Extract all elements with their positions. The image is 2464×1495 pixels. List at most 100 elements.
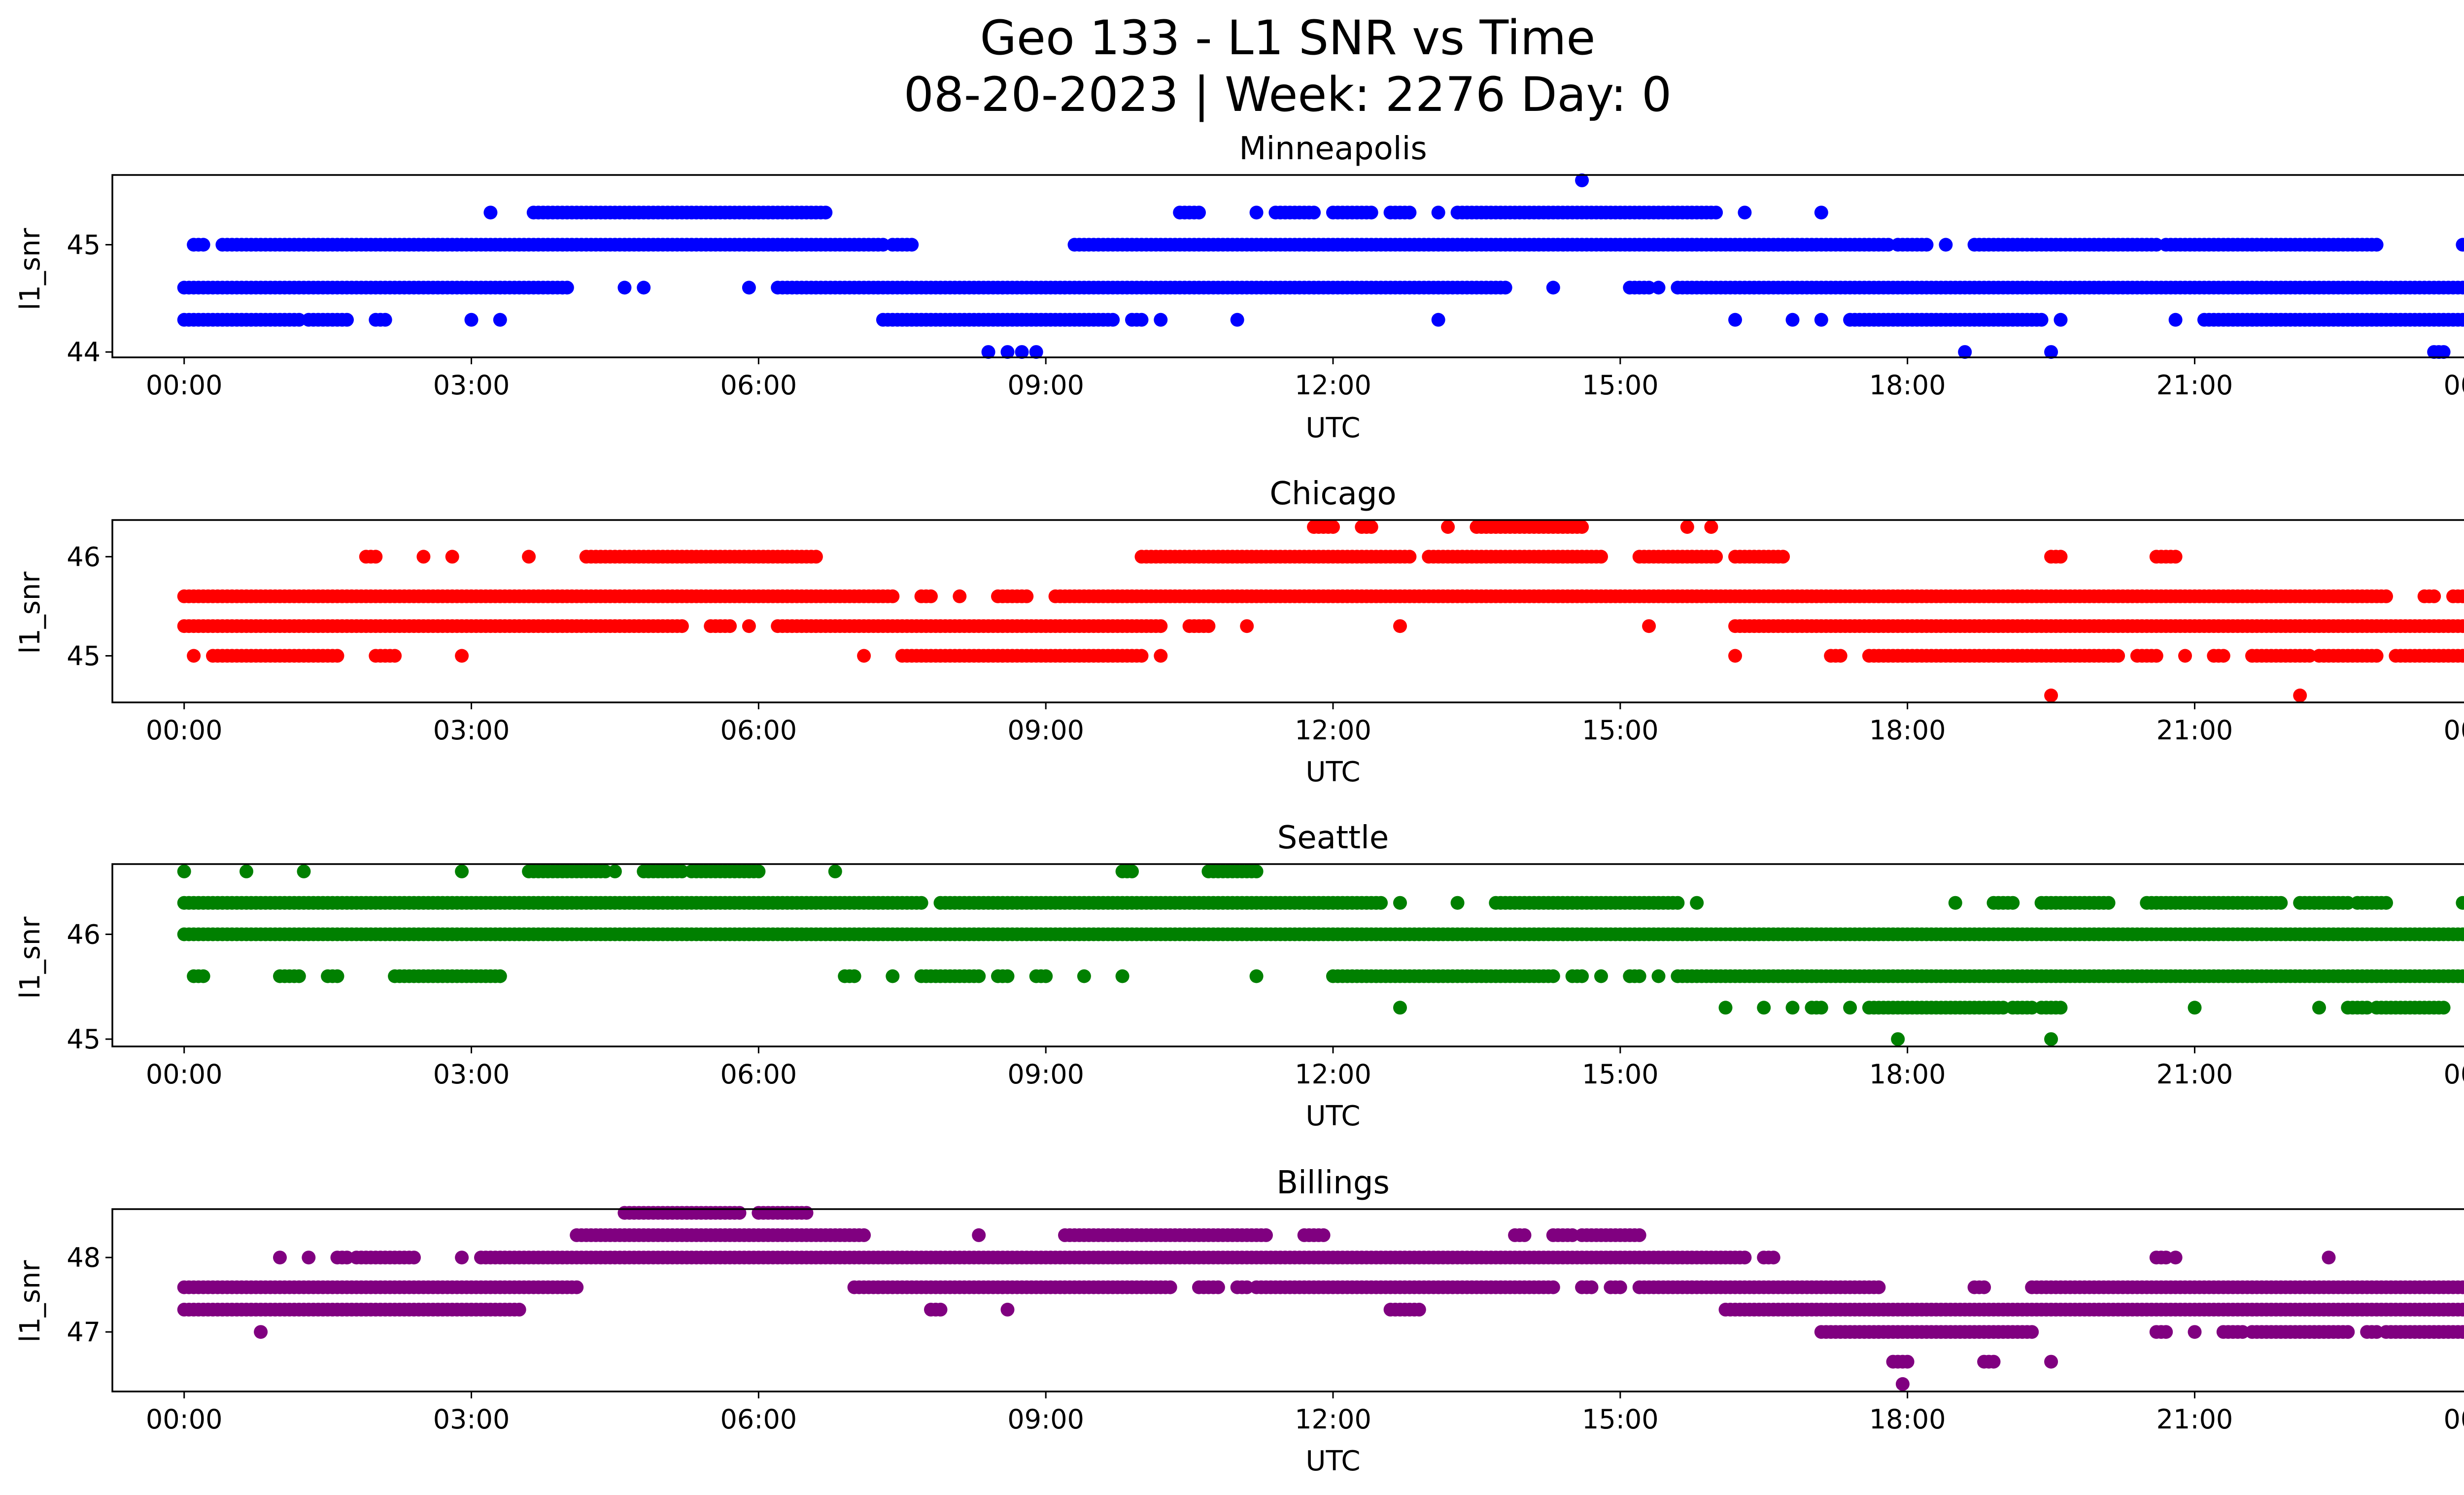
data-point [953,589,967,603]
data-point [1393,896,1407,910]
data-point [1249,206,1264,220]
data-point [1000,345,1015,359]
data-point [493,313,507,327]
panel-minneapolis: Minneapolis UTC l1_snr 00:00 03:00 06:00 09… [14,131,2464,444]
data-point [2044,1355,2058,1369]
data-point [1709,550,1723,564]
data-point [675,619,689,633]
data-point [2034,313,2049,327]
y-tick-label: 46 [67,541,101,572]
data-point [857,649,871,663]
data-point [1594,550,1608,564]
data-point [416,550,431,564]
data-point [2188,1325,2202,1339]
data-point [2025,1325,2039,1339]
data-point [799,1206,814,1220]
data-point [2379,896,2393,910]
data-point [1939,238,1953,252]
data-point [1546,280,1560,295]
data-point [1642,619,1656,633]
data-point [1020,589,1034,603]
data-point [819,206,833,220]
data-point [1575,520,1589,534]
data-point [1412,1302,1426,1317]
data-point [445,550,459,564]
data-point [522,550,536,564]
data-point [809,550,823,564]
data-point [1881,238,1895,252]
x-tick-label: 06:00 [720,1059,797,1090]
data-point [1154,649,1168,663]
data-point [455,864,469,878]
data-point [297,864,311,878]
data-point [1364,206,1378,220]
data-point [1403,206,1417,220]
data-point [828,864,842,878]
data-point [857,1228,871,1242]
data-point [1450,896,1465,910]
data-point [2427,589,2441,603]
x-tick-label: 18:00 [1869,715,1946,746]
data-point [340,313,354,327]
data-point [1776,550,1790,564]
panel-chicago: Chicago UTC l1_snr 00:00 03:00 06:00 09:00 1… [14,476,2464,788]
y-axis-label: l1_snr [14,228,46,311]
data-point [2461,281,2464,294]
x-tick-label: 18:00 [1869,1059,1946,1090]
data-point [512,1302,526,1317]
data-point [1154,313,1168,327]
data-point [1671,896,1685,910]
data-point [196,969,210,983]
data-point [1316,1228,1331,1242]
y-tick-label: 45 [67,640,101,671]
data-point [1201,619,1216,633]
data-point [876,238,890,252]
data-point [187,649,201,663]
data-point [924,589,938,603]
x-tick-label: 09:00 [1007,1404,1084,1435]
data-point [2044,1032,2058,1046]
data-point [1814,313,1828,327]
y-axis-label: l1_snr [14,916,46,999]
x-tick-label: 00:00 [146,1059,223,1090]
data-point [2436,1001,2451,1015]
data-point [972,1228,986,1242]
x-tick-label: 12:00 [1295,370,1371,401]
data-point [1613,1280,1627,1294]
data-point [378,313,392,327]
x-tick-label: 21:00 [2156,715,2233,746]
data-point [570,1280,584,1294]
data-point [2053,1001,2068,1015]
x-tick-label: 06:00 [720,715,797,746]
data-point [972,969,986,983]
data-point [1374,896,1388,910]
data-point [330,649,344,663]
data-point [493,969,507,983]
x-tick-label: 09:00 [1007,715,1084,746]
data-point [560,280,574,295]
data-point [2461,239,2464,251]
data-point [196,238,210,252]
data-point [483,206,498,220]
data-point [2111,649,2125,663]
data-point [1738,1251,1752,1265]
data-point [608,864,622,878]
data-point [2216,649,2230,663]
data-point [905,238,919,252]
panel-title: Minneapolis [1239,131,1427,167]
x-tick-label: 15:00 [1582,1404,1659,1435]
data-point [1000,969,1015,983]
data-point [1240,619,1254,633]
data-point [1230,313,1244,327]
data-point [1986,1355,2001,1369]
data-point [1814,206,1828,220]
data-point [1431,206,1445,220]
data-point [455,649,469,663]
data-point [1106,313,1120,327]
data-point [1115,969,1129,983]
data-point [2044,688,2058,702]
data-point [1575,173,1589,187]
data-point [1364,520,1378,534]
data-point [2159,1325,2173,1339]
